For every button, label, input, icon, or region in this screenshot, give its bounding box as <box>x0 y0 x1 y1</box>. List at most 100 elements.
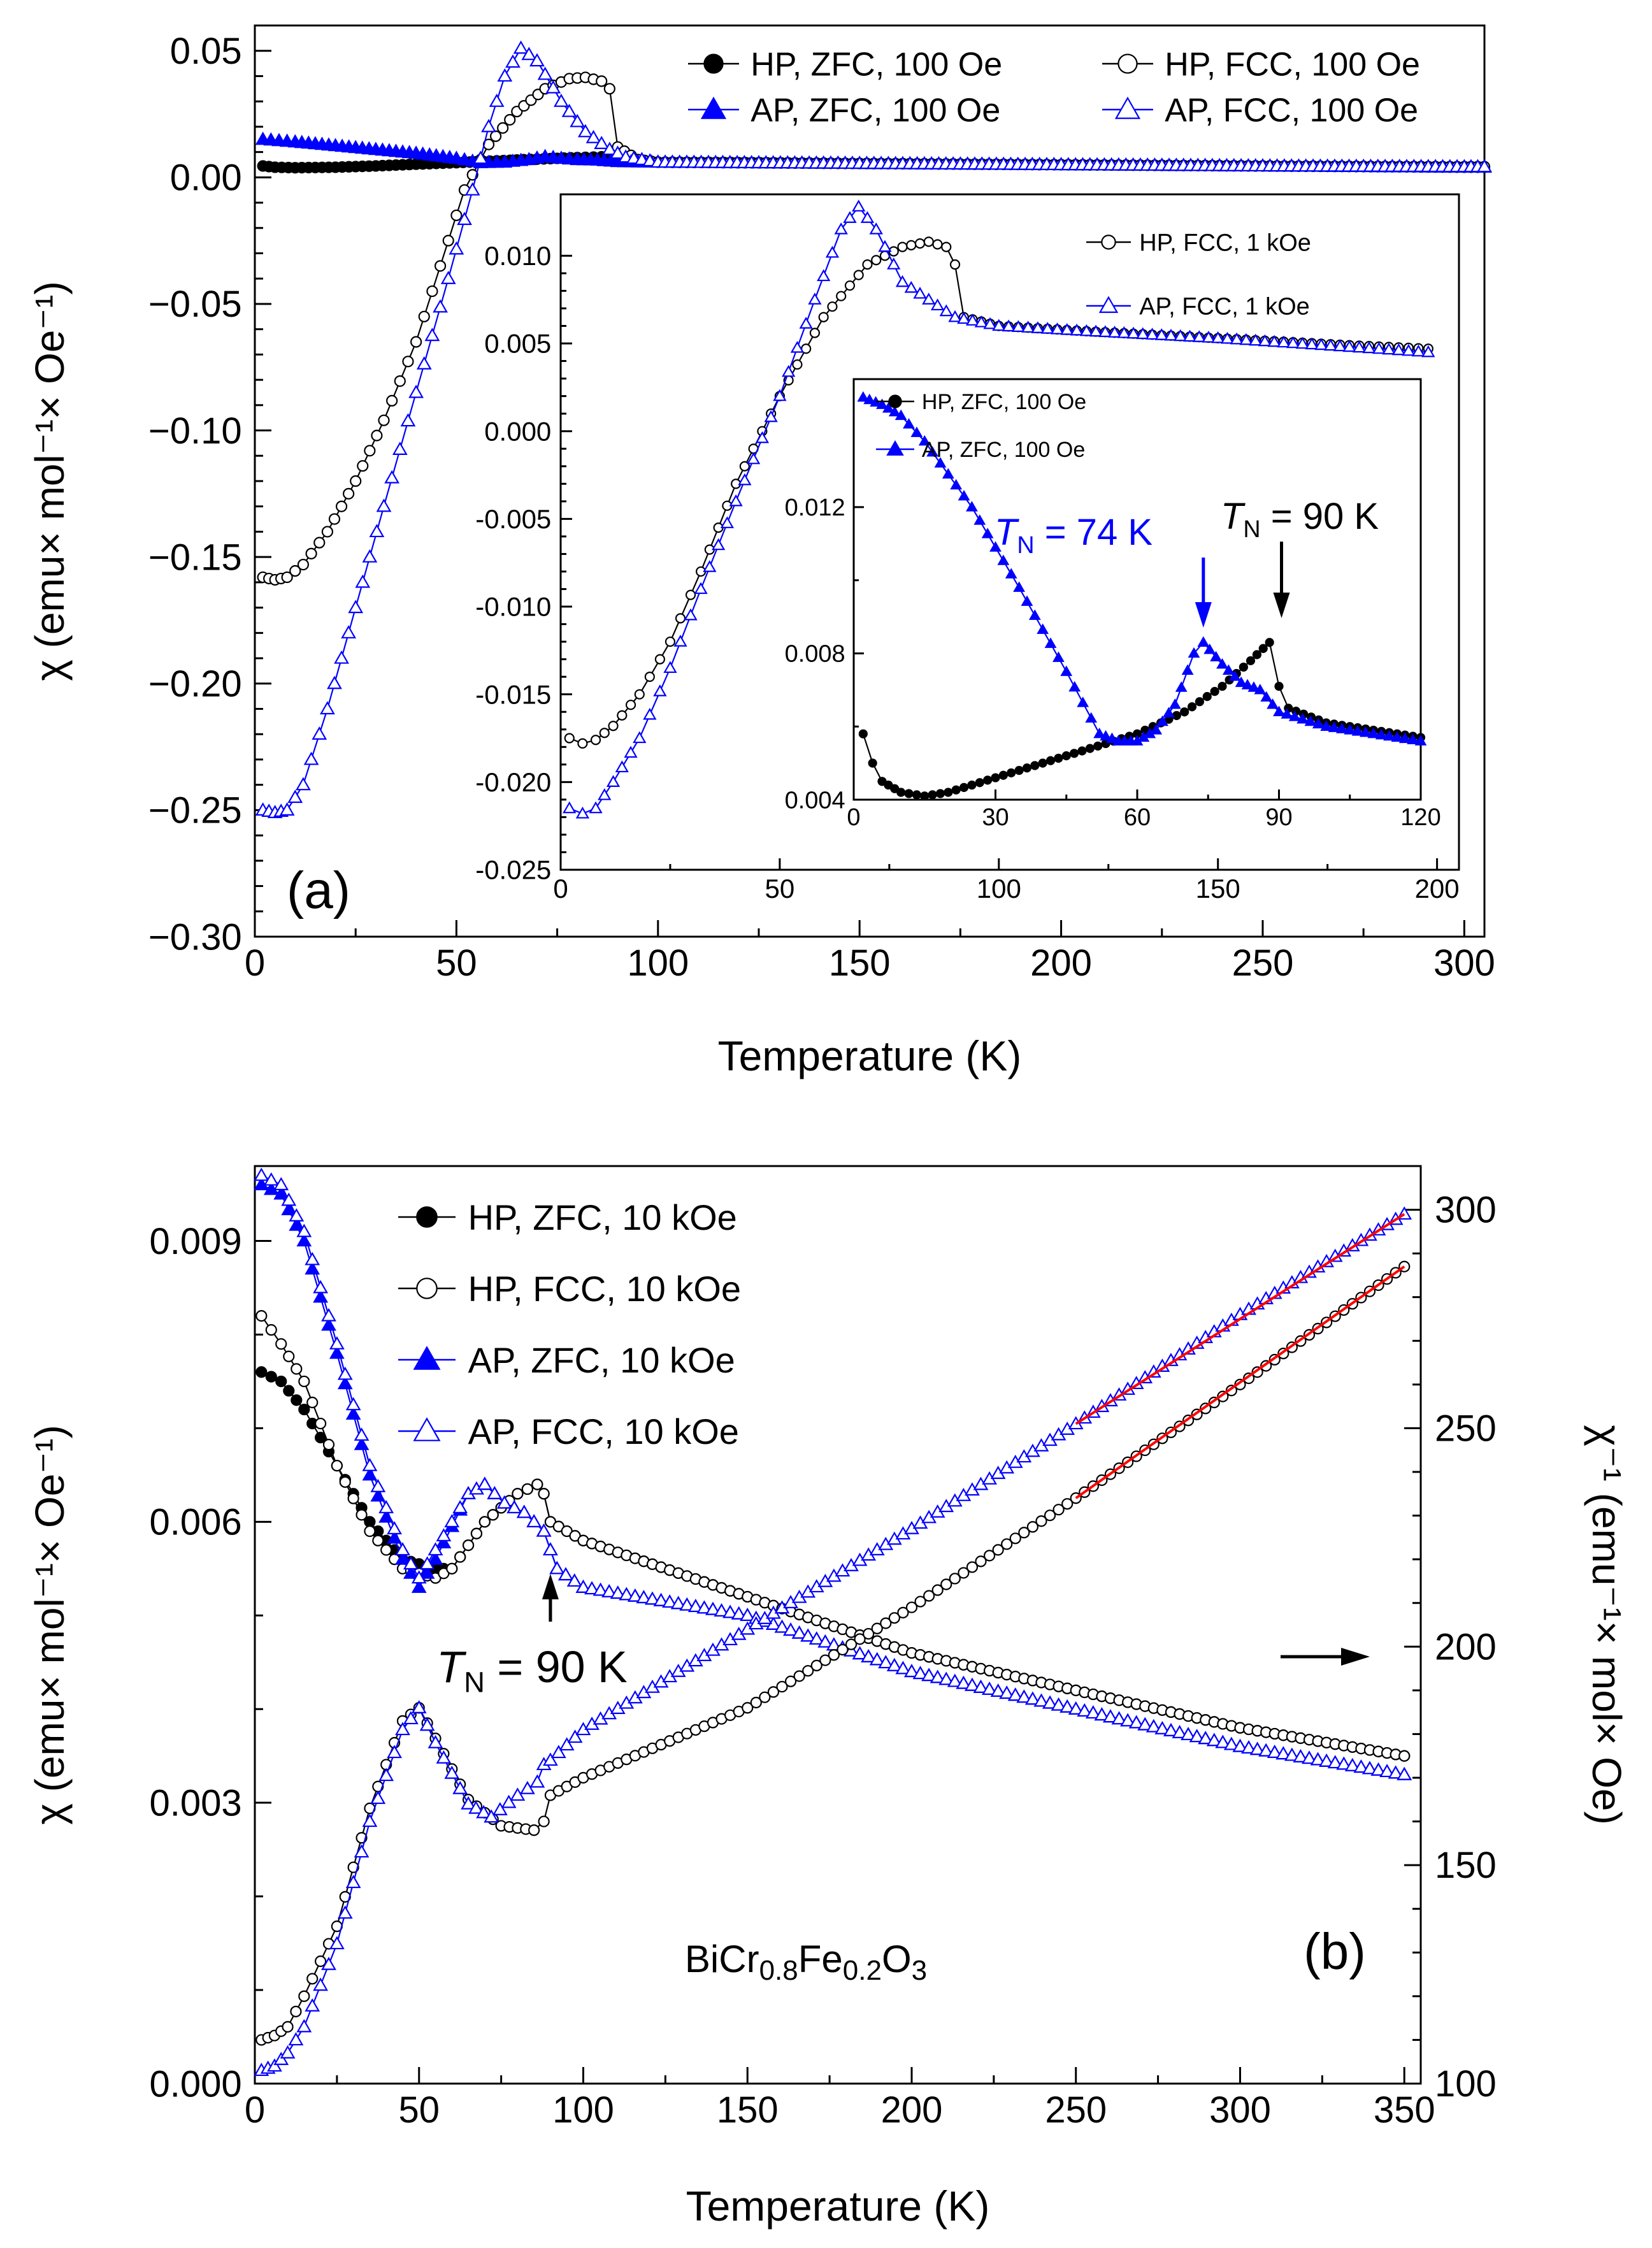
legend-label: AP, ZFC, 10 kOe <box>468 1340 735 1380</box>
data-point <box>558 1567 573 1581</box>
data-point <box>1319 1754 1335 1767</box>
data-point <box>1267 335 1281 347</box>
data-point <box>1005 568 1017 579</box>
data-point <box>436 1528 452 1542</box>
data-point <box>1068 681 1081 692</box>
data-point <box>289 1217 305 1231</box>
data-point <box>411 1580 427 1593</box>
arrow-head <box>1195 602 1212 628</box>
y-tick-label: 0.004 <box>785 787 845 814</box>
legend-item: AP, ZFC, 10 kOe <box>398 1340 735 1380</box>
series-6 <box>1075 1213 1405 1425</box>
legend-label: AP, ZFC, 100 Oe <box>922 438 1085 462</box>
data-point <box>1296 713 1309 724</box>
data-point <box>1398 1750 1411 1762</box>
data-point <box>1383 730 1395 741</box>
data-point <box>1312 717 1325 729</box>
compound-subscript: 0.8 <box>759 1955 798 1986</box>
x-tick-label: 200 <box>1030 942 1092 984</box>
data-point <box>589 801 603 814</box>
data-point <box>1246 656 1256 666</box>
series-line <box>1075 1213 1405 1425</box>
data-point <box>694 582 708 594</box>
data-point <box>854 1633 866 1645</box>
data-point <box>313 1977 328 1991</box>
data-point <box>1050 322 1065 335</box>
data-point <box>497 68 513 82</box>
y-tick-label: −0.05 <box>148 284 242 325</box>
data-point <box>529 53 545 67</box>
legend-marker <box>700 96 727 119</box>
data-point <box>687 1599 703 1612</box>
data-point <box>371 429 383 442</box>
data-point <box>1030 761 1040 770</box>
data-point <box>888 1612 900 1624</box>
data-point <box>1197 636 1210 647</box>
data-point <box>923 1590 935 1602</box>
y-tick-label: 0.00 <box>170 157 242 199</box>
data-point <box>590 735 601 746</box>
right-axis-arrow <box>1281 1648 1370 1666</box>
data-point <box>328 513 341 525</box>
data-point <box>1258 334 1272 347</box>
data-point <box>654 654 666 665</box>
x-tick-label: 0 <box>245 942 265 984</box>
data-point <box>1342 340 1356 352</box>
data-point <box>457 212 472 226</box>
data-point <box>930 1669 945 1683</box>
data-point <box>561 103 577 117</box>
data-point <box>742 1702 754 1714</box>
data-point <box>975 1555 987 1567</box>
data-point <box>1254 684 1267 695</box>
data-point <box>1061 1498 1074 1510</box>
data-point <box>537 66 553 80</box>
data-point <box>477 1476 492 1490</box>
data-point <box>685 589 696 600</box>
data-point <box>288 2032 304 2046</box>
data-point <box>335 500 348 512</box>
data-point <box>1054 753 1063 763</box>
data-point <box>938 1671 954 1685</box>
tn-subscript: N <box>1017 531 1034 558</box>
data-point <box>634 152 650 166</box>
data-point <box>387 1521 402 1534</box>
x-tick-label: 100 <box>627 942 689 984</box>
data-point <box>738 473 752 486</box>
data-point <box>1079 324 1094 336</box>
data-point <box>869 222 883 234</box>
data-point <box>817 1634 833 1648</box>
data-point <box>331 1460 343 1472</box>
data-point <box>1258 644 1268 653</box>
data-point <box>419 1717 435 1731</box>
data-point <box>714 1603 729 1617</box>
data-point <box>1059 1699 1075 1713</box>
data-point <box>282 2021 294 2033</box>
data-point <box>913 287 927 299</box>
data-point <box>364 1525 376 1538</box>
legend-marker <box>1101 234 1116 250</box>
data-point <box>599 728 610 739</box>
data-point <box>267 2058 282 2072</box>
data-point <box>1323 338 1338 351</box>
x-tick-label: 250 <box>1232 942 1294 984</box>
data-point <box>1128 1715 1144 1729</box>
data-point <box>254 1167 269 1181</box>
legend-label: AP, FCC, 10 kOe <box>468 1411 739 1452</box>
data-point <box>1314 338 1328 350</box>
legend-label: AP, ZFC, 100 Oe <box>751 92 1000 129</box>
data-point <box>347 1492 359 1504</box>
data-point <box>793 1670 805 1682</box>
data-point <box>513 40 529 54</box>
y-tick-label: −0.25 <box>148 790 242 832</box>
data-point <box>767 1686 780 1698</box>
data-point <box>461 1796 476 1810</box>
data-point <box>487 1509 499 1521</box>
data-point <box>1164 328 1178 341</box>
legend-label: HP, ZFC, 10 kOe <box>468 1197 737 1237</box>
data-point <box>679 1597 695 1611</box>
data-point <box>538 1815 550 1827</box>
data-point <box>1175 681 1188 692</box>
data-point <box>845 1638 858 1650</box>
data-point <box>1172 710 1181 721</box>
data-point <box>975 778 984 788</box>
